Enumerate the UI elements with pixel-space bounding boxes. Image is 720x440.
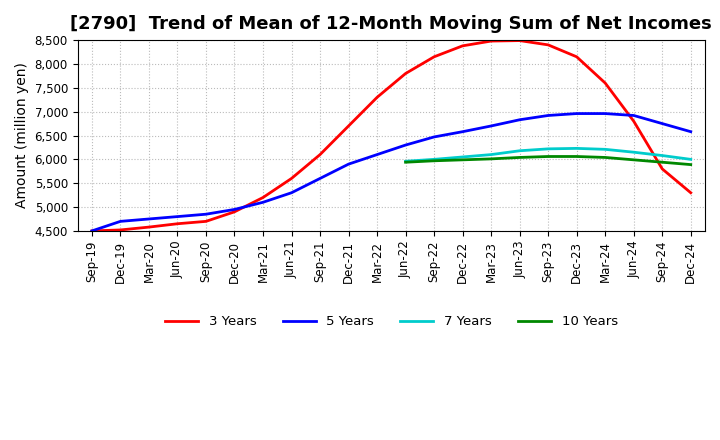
5 Years <box>173 214 181 219</box>
5 Years <box>572 111 581 116</box>
5 Years <box>287 190 296 195</box>
3 Years <box>516 38 524 43</box>
5 Years <box>344 161 353 167</box>
7 Years <box>601 147 610 152</box>
3 Years <box>459 43 467 48</box>
7 Years <box>487 152 495 157</box>
7 Years <box>629 150 638 155</box>
Line: 5 Years: 5 Years <box>92 114 690 231</box>
3 Years <box>116 227 125 233</box>
5 Years <box>202 212 210 217</box>
7 Years <box>658 153 667 158</box>
10 Years <box>401 160 410 165</box>
10 Years <box>572 154 581 159</box>
5 Years <box>145 216 153 222</box>
10 Years <box>487 156 495 161</box>
5 Years <box>686 129 695 134</box>
5 Years <box>459 129 467 134</box>
Line: 7 Years: 7 Years <box>405 148 690 161</box>
3 Years <box>258 195 267 200</box>
Line: 10 Years: 10 Years <box>405 157 690 165</box>
10 Years <box>516 155 524 160</box>
10 Years <box>601 155 610 160</box>
3 Years <box>629 118 638 124</box>
5 Years <box>629 113 638 118</box>
3 Years <box>601 81 610 86</box>
5 Years <box>487 123 495 128</box>
3 Years <box>544 42 552 48</box>
3 Years <box>145 224 153 230</box>
7 Years <box>572 146 581 151</box>
3 Years <box>572 54 581 59</box>
7 Years <box>401 159 410 164</box>
5 Years <box>544 113 552 118</box>
7 Years <box>516 148 524 154</box>
3 Years <box>658 166 667 172</box>
3 Years <box>173 221 181 227</box>
7 Years <box>686 157 695 162</box>
10 Years <box>459 157 467 162</box>
3 Years <box>315 152 324 157</box>
10 Years <box>686 162 695 167</box>
Title: [2790]  Trend of Mean of 12-Month Moving Sum of Net Incomes: [2790] Trend of Mean of 12-Month Moving … <box>71 15 712 33</box>
3 Years <box>230 209 239 214</box>
7 Years <box>430 157 438 162</box>
Legend: 3 Years, 5 Years, 7 Years, 10 Years: 3 Years, 5 Years, 7 Years, 10 Years <box>160 310 623 334</box>
3 Years <box>401 71 410 76</box>
5 Years <box>258 200 267 205</box>
5 Years <box>373 152 382 157</box>
5 Years <box>116 219 125 224</box>
5 Years <box>658 121 667 126</box>
5 Years <box>88 228 96 234</box>
5 Years <box>315 176 324 181</box>
5 Years <box>401 143 410 148</box>
10 Years <box>658 160 667 165</box>
Y-axis label: Amount (million yen): Amount (million yen) <box>15 62 29 209</box>
7 Years <box>459 154 467 160</box>
10 Years <box>629 157 638 162</box>
10 Years <box>430 158 438 163</box>
3 Years <box>487 38 495 44</box>
3 Years <box>344 123 353 128</box>
3 Years <box>686 190 695 195</box>
10 Years <box>544 154 552 159</box>
3 Years <box>373 95 382 100</box>
3 Years <box>202 219 210 224</box>
3 Years <box>287 176 296 181</box>
7 Years <box>544 146 552 151</box>
5 Years <box>516 117 524 122</box>
Line: 3 Years: 3 Years <box>92 40 690 231</box>
3 Years <box>430 54 438 59</box>
3 Years <box>88 228 96 234</box>
5 Years <box>601 111 610 116</box>
5 Years <box>430 134 438 139</box>
5 Years <box>230 207 239 212</box>
